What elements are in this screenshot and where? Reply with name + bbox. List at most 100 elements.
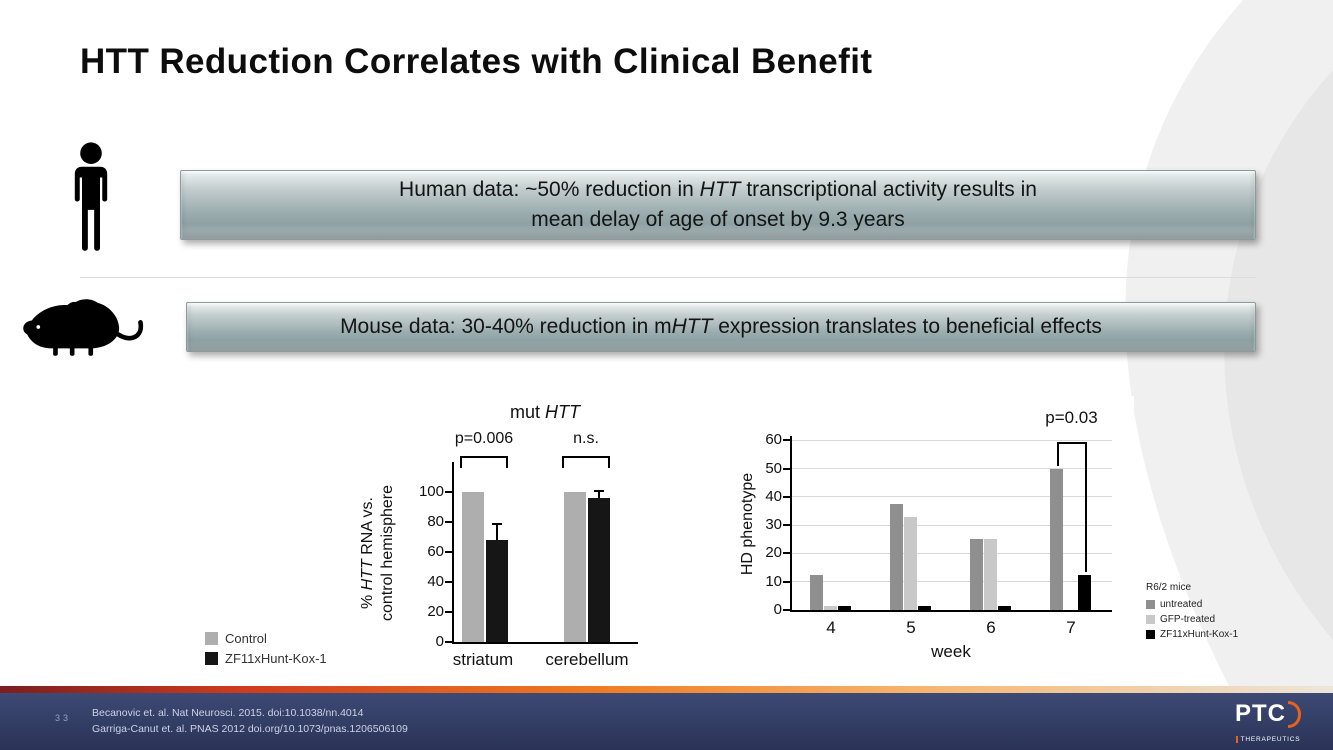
mouse-data-banner: Mouse data: 30-40% reduction in mHTT exp… (186, 302, 1256, 352)
left-chart-title: mut HTT (455, 402, 635, 423)
legend-label: Control (225, 631, 267, 646)
legend-item-zf11: ZF11xHunt-Kox-1 (1146, 629, 1238, 640)
human-banner-line1: Human data: ~50% reduction in HTT transc… (399, 175, 1037, 205)
citation-line: Becanovic et. al. Nat Neurosci. 2015. do… (92, 707, 364, 719)
y-tick-label: 50 (765, 459, 782, 477)
legend-swatch-untreated (1146, 600, 1155, 609)
footer-bar: 33 Becanovic et. al. Nat Neurosci. 2015.… (0, 693, 1333, 750)
error-bar-cap (594, 490, 604, 492)
gridline (792, 524, 1112, 526)
y-tick-mark (783, 495, 791, 498)
ylabel-text: % (359, 590, 376, 610)
error-bar-cap (492, 523, 502, 525)
right-chart-plot-area: 0 10 20 30 40 50 60 4 5 6 7 (765, 431, 1112, 637)
y-tick-mark (445, 551, 453, 553)
x-tick-label-week4: 4 (826, 618, 836, 637)
legend-swatch-gfp (1146, 615, 1155, 624)
x-tick-label-striatum: striatum (452, 650, 514, 669)
bar-week5-GFP-treated (904, 516, 917, 610)
legend-label: GFP-treated (1160, 614, 1216, 625)
y-tick-mark (445, 611, 453, 613)
pvalue-annotation-week7: p=0.03 (1045, 408, 1098, 427)
left-chart-y-axis-label: % HTT RNA vs. control hemisphere (358, 443, 398, 663)
y-tick-label: 100 (418, 483, 444, 500)
x-tick-label-week7: 7 (1066, 618, 1076, 637)
y-tick-label: 60 (765, 431, 782, 449)
citation-line: Garriga-Canut et. al. PNAS 2012 doi.org/… (92, 723, 408, 736)
legend-label: ZF11xHunt-Kox-1 (1160, 629, 1239, 640)
x-tick-label-week6: 6 (986, 618, 996, 637)
y-tick-mark (783, 552, 791, 555)
y-tick-mark (445, 491, 453, 493)
logo-text: PTC (1235, 699, 1286, 727)
bracket-line (1057, 444, 1059, 466)
banner-text-italic: HTT (671, 315, 713, 339)
section-divider (80, 277, 1256, 278)
bar-week4-untreated (810, 574, 823, 610)
bar-week5-ZF11xHunt-Kox-1 (918, 605, 931, 610)
legend-swatch-zf11 (1146, 630, 1155, 639)
left-bar-chart: mut HTT p=0.006 n.s. % HTT RNA vs. contr… (330, 390, 662, 685)
human-data-banner: Human data: ~50% reduction in HTT transc… (180, 170, 1256, 240)
banner-text-italic: HTT (699, 178, 741, 202)
legend-title: R6/2 mice (1146, 582, 1192, 593)
y-tick-mark (783, 524, 791, 527)
human-banner-line2: mean delay of age of onset by 9.3 years (531, 208, 905, 231)
legend-item-gfp: GFP-treated (1146, 614, 1238, 625)
banner-text: expression translates to beneficial effe… (712, 315, 1102, 339)
y-tick-mark (783, 580, 791, 583)
accent-gradient-strip (0, 686, 1333, 693)
logo-subtext: THERAPEUTICS (1235, 736, 1301, 743)
ylabel-italic: HTT (359, 559, 376, 591)
left-chart-plot-area: 0 20 40 60 80 100 (419, 462, 638, 650)
citations: Becanovic et. al. Nat Neurosci. 2015. do… (92, 705, 408, 738)
significance-bracket (562, 456, 610, 468)
logo-wordmark: PTC (1235, 701, 1301, 728)
y-tick-label: 20 (427, 603, 444, 620)
human-icon (74, 142, 108, 251)
pvalue-annotation-striatum: p=0.006 (454, 430, 514, 447)
legend-item-untreated: untreated (1146, 599, 1238, 610)
y-tick-label: 40 (427, 573, 444, 590)
y-tick-mark (445, 581, 453, 583)
error-bar (598, 492, 600, 498)
y-tick-label: 0 (435, 633, 444, 650)
bar-week4-ZF11xHunt-Kox-1 (838, 605, 851, 610)
page-number: 33 (55, 713, 72, 723)
bar-week7-ZF11xHunt-Kox-1 (1078, 574, 1091, 610)
legend-swatch-control (205, 632, 218, 645)
bar-week5-untreated (890, 503, 903, 610)
ptc-therapeutics-logo: PTC THERAPEUTICS (1229, 701, 1307, 746)
gridline (792, 496, 1112, 498)
y-tick-label: 10 (765, 572, 782, 590)
y-tick-mark (783, 467, 791, 470)
bar-cerebellum-ZF11xHunt-Kox-1 (588, 498, 610, 642)
legend-label: ZF11xHunt-Kox-1 (225, 651, 327, 666)
banner-text: transcriptional activity results in (740, 178, 1037, 202)
mouse-banner-line: Mouse data: 30-40% reduction in mHTT exp… (340, 312, 1102, 342)
legend-item-zf11: ZF11xHunt-Kox-1 (205, 651, 327, 666)
x-tick-label-cerebellum: cerebellum (545, 650, 629, 669)
gridline (792, 581, 1112, 583)
significance-bracket (460, 456, 508, 468)
gridline (792, 439, 1112, 441)
gridline (792, 468, 1112, 469)
y-tick-label: 80 (427, 513, 444, 530)
bar-week6-ZF11xHunt-Kox-1 (998, 605, 1011, 610)
ns-annotation-cerebellum: n.s. (573, 430, 599, 447)
bar-week4-GFP-treated (824, 605, 837, 610)
left-chart-legend: Control ZF11xHunt-Kox-1 (205, 631, 327, 671)
gridline (792, 552, 1112, 554)
chart-title-italic: HTT (545, 402, 580, 422)
bar-week6-untreated (970, 539, 983, 610)
legend-label: untreated (1160, 599, 1203, 610)
y-tick-label: 30 (765, 516, 782, 534)
bar-week6-GFP-treated (984, 539, 997, 610)
y-tick-label: 0 (773, 601, 782, 618)
right-chart-legend: R6/2 mice untreated GFP-treated ZF11xHun… (1146, 582, 1238, 644)
legend-item-control: Control (205, 631, 327, 646)
ylabel-text: control hemisphere (379, 484, 396, 622)
mouse-icon (23, 299, 144, 356)
banner-text: Mouse data: 30-40% reduction in m (340, 315, 672, 339)
